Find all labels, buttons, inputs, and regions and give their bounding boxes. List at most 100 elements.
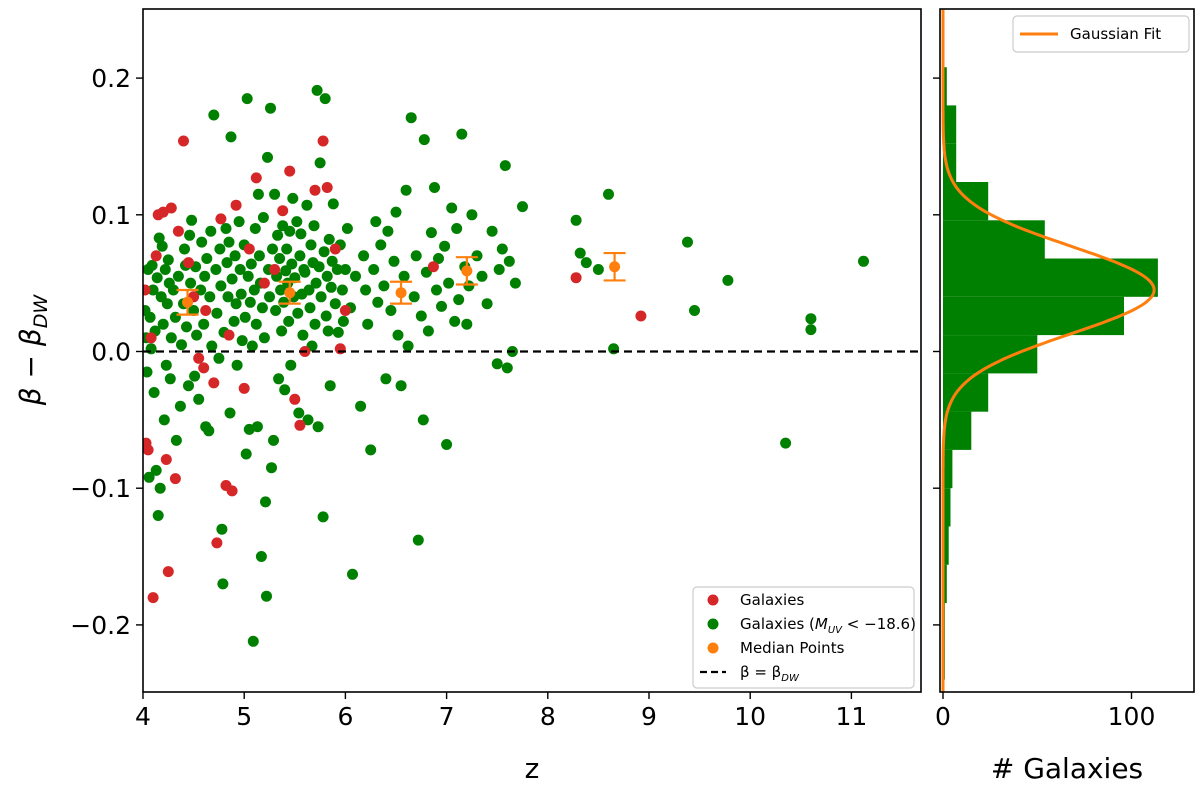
galaxy-bright-point	[169, 311, 181, 323]
galaxy-bright-point	[204, 291, 216, 303]
galaxy-bright-point	[150, 464, 162, 476]
galaxy-bright-point	[302, 414, 314, 426]
galaxy-bright-point	[231, 359, 243, 371]
galaxy-bright-point	[224, 407, 236, 419]
galaxy-point	[208, 377, 220, 389]
galaxy-bright-point	[365, 444, 377, 456]
histogram-bar	[943, 526, 949, 565]
galaxy-bright-point	[144, 311, 156, 323]
galaxy-bright-point	[256, 302, 268, 314]
galaxy-bright-point	[239, 311, 251, 323]
galaxy-bright-point	[308, 220, 320, 232]
scatter-frame	[142, 8, 922, 693]
galaxy-bright-point	[262, 151, 273, 163]
galaxy-bright-point	[580, 257, 592, 269]
galaxy-point	[258, 277, 270, 289]
galaxy-bright-point	[453, 294, 465, 306]
galaxy-point	[169, 473, 181, 485]
histogram-bar	[943, 220, 1045, 259]
galaxy-bright-point	[805, 313, 817, 325]
galaxy-bright-point	[332, 326, 344, 338]
galaxy-bright-point	[481, 298, 493, 310]
galaxy-bright-point	[165, 332, 177, 344]
galaxy-bright-point	[400, 184, 412, 196]
galaxy-bright-point	[360, 284, 372, 296]
galaxy-bright-point	[417, 414, 429, 426]
galaxy-bright-point	[281, 243, 293, 255]
galaxy-bright-point	[372, 296, 384, 308]
histogram-bar	[943, 564, 947, 604]
galaxy-bright-point	[304, 302, 316, 314]
galaxy-point	[147, 592, 159, 604]
histogram-frame	[939, 8, 1195, 693]
galaxy-bright-point	[203, 425, 215, 437]
histogram-ticks: 0 100	[933, 77, 1155, 731]
galaxy-bright-point	[191, 329, 203, 341]
galaxy-bright-point	[289, 272, 301, 284]
galaxy-bright-point	[146, 259, 158, 271]
galaxy-point	[157, 206, 169, 218]
galaxy-point	[143, 284, 151, 296]
galaxy-bright-point	[213, 352, 225, 364]
galaxy-point	[334, 343, 346, 355]
galaxy-point	[427, 261, 439, 273]
legend-label: Median Points	[740, 639, 845, 657]
galaxy-bright-point	[167, 284, 179, 296]
galaxy-bright-point	[158, 414, 170, 426]
galaxy-bright-point	[291, 216, 303, 228]
galaxy-bright-point	[279, 384, 291, 396]
galaxy-bright-point	[236, 335, 248, 347]
galaxy-point	[215, 213, 227, 225]
gaussian-fit-curve	[941, 9, 1156, 692]
galaxy-point	[309, 184, 321, 196]
galaxy-bright-point	[255, 551, 267, 562]
galaxy-bright-point	[362, 318, 374, 330]
galaxy-bright-point	[608, 343, 620, 355]
galaxy-bright-point	[476, 270, 488, 282]
galaxy-bright-point	[196, 236, 208, 248]
x-tick-label: 10	[734, 702, 766, 731]
histogram-bar	[943, 449, 953, 489]
galaxy-point	[329, 243, 341, 255]
galaxy-bright-point	[143, 366, 153, 378]
galaxy-point	[250, 172, 262, 184]
galaxy-bright-point	[321, 270, 333, 282]
galaxy-point	[162, 566, 174, 578]
galaxy-bright-point	[294, 250, 306, 262]
galaxy-bright-point	[285, 359, 297, 371]
galaxy-bright-point	[292, 307, 304, 319]
galaxy-bright-point	[164, 373, 176, 385]
galaxy-bright-point	[297, 329, 309, 341]
galaxy-bright-point	[208, 109, 220, 121]
galaxy-bright-point	[429, 182, 440, 193]
galaxy-bright-point	[176, 339, 187, 351]
x-tick-label: 7	[439, 702, 455, 731]
legend-label: β = βDW	[740, 663, 800, 684]
galaxy-bright-point	[592, 264, 604, 275]
x-tick-label: 8	[540, 702, 556, 731]
galaxy-bright-point	[185, 277, 197, 289]
galaxy-bright-point	[501, 362, 513, 374]
galaxy-bright-point	[260, 496, 271, 508]
galaxy-point	[243, 243, 255, 255]
galaxy-bright-point	[301, 199, 313, 211]
galaxy-bright-point	[441, 439, 453, 450]
galaxy-bright-point	[184, 229, 196, 241]
median-points-layer	[176, 251, 626, 316]
galaxy-bright-point	[148, 387, 160, 398]
galaxy-bright-point	[266, 462, 277, 474]
galaxy-bright-point	[805, 324, 817, 336]
y-tick-label: 0.1	[91, 201, 131, 230]
galaxy-bright-point	[337, 315, 349, 327]
galaxy-point	[294, 419, 306, 431]
legend-entry: Galaxies	[707, 591, 804, 609]
galaxy-bright-point	[311, 84, 323, 96]
galaxy-bright-point	[230, 298, 242, 310]
galaxy-point	[317, 135, 329, 147]
galaxy-bright-point	[603, 188, 614, 200]
galaxy-point	[635, 310, 647, 322]
histogram-bar	[943, 488, 951, 527]
galaxy-bright-point	[162, 254, 174, 266]
galaxy-bright-point	[461, 318, 473, 330]
